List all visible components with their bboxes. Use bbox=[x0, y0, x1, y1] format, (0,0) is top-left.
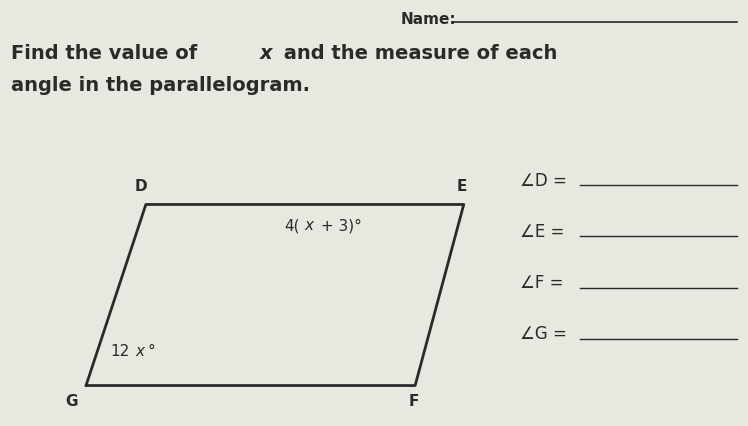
Text: G: G bbox=[65, 394, 77, 409]
Text: 12: 12 bbox=[111, 344, 130, 359]
Text: angle in the parallelogram.: angle in the parallelogram. bbox=[11, 76, 310, 95]
Text: D: D bbox=[135, 179, 147, 194]
Text: ∠G =: ∠G = bbox=[520, 325, 567, 343]
Text: x: x bbox=[260, 44, 273, 63]
Text: Name:: Name: bbox=[400, 12, 456, 27]
Text: °: ° bbox=[147, 344, 155, 359]
Text: + 3)°: + 3)° bbox=[316, 218, 362, 233]
Text: Find the value of: Find the value of bbox=[11, 44, 204, 63]
Text: F: F bbox=[408, 394, 419, 409]
Text: ∠D =: ∠D = bbox=[520, 172, 567, 190]
Text: ∠F =: ∠F = bbox=[520, 274, 563, 292]
Text: E: E bbox=[457, 179, 468, 194]
Text: and the measure of each: and the measure of each bbox=[277, 44, 557, 63]
Text: 4(: 4( bbox=[284, 218, 300, 233]
Text: x: x bbox=[304, 218, 313, 233]
Text: ∠E =: ∠E = bbox=[520, 223, 564, 241]
Text: x: x bbox=[135, 344, 144, 359]
